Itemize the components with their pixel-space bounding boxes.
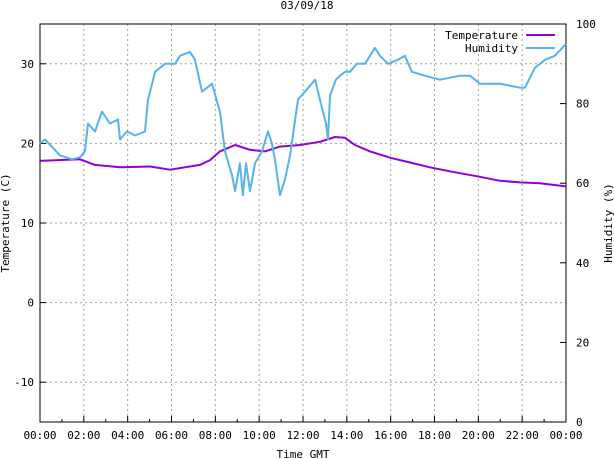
x-tick-label: 04:00 <box>111 429 144 442</box>
x-tick-label: 18:00 <box>418 429 451 442</box>
x-tick-label: 00:00 <box>549 429 582 442</box>
legend-label-humidity: Humidity <box>465 42 518 55</box>
y-tick-label: 10 <box>21 217 34 230</box>
series-lines <box>39 43 567 197</box>
y2-tick-label: 80 <box>576 98 589 111</box>
y-tick-label: 20 <box>21 137 34 150</box>
y2-tick-label: 20 <box>576 336 589 349</box>
ticks: 00:00 02:00 04:00 06:00 08:00 10:00 12:00 14:00… <box>14 18 596 442</box>
x-tick-label: 02:00 <box>67 429 100 442</box>
x-tick-label: 10:00 <box>243 429 276 442</box>
y-tick-label: 30 <box>21 58 34 71</box>
series-line-humidity <box>39 43 567 197</box>
legend: Temperature Humidity <box>445 29 555 55</box>
x-tick-label: 00:00 <box>23 429 56 442</box>
x-axis-label: Time GMT <box>277 448 330 459</box>
y-axis-label: Temperature (C) <box>0 173 12 272</box>
x-tick-label: 08:00 <box>199 429 232 442</box>
x-tick-label: 16:00 <box>374 429 407 442</box>
chart-title: 03/09/18 <box>281 0 334 12</box>
y2-tick-label: 0 <box>576 416 583 429</box>
y-tick-label: 0 <box>27 297 34 310</box>
y2-tick-label: 60 <box>576 177 589 190</box>
x-tick-label: 12:00 <box>286 429 319 442</box>
legend-label-temperature: Temperature <box>445 29 518 42</box>
x-tick-label: 22:00 <box>506 429 539 442</box>
series-line-temperature <box>39 136 567 188</box>
y2-axis-label: Humidity (%) <box>602 183 614 262</box>
y2-tick-label: 40 <box>576 257 589 270</box>
x-tick-label: 14:00 <box>330 429 363 442</box>
x-tick-label: 06:00 <box>155 429 188 442</box>
y-tick-label: -10 <box>14 376 34 389</box>
y2-tick-label: 100 <box>576 18 596 31</box>
x-tick-label: 20:00 <box>462 429 495 442</box>
grid <box>40 24 566 422</box>
